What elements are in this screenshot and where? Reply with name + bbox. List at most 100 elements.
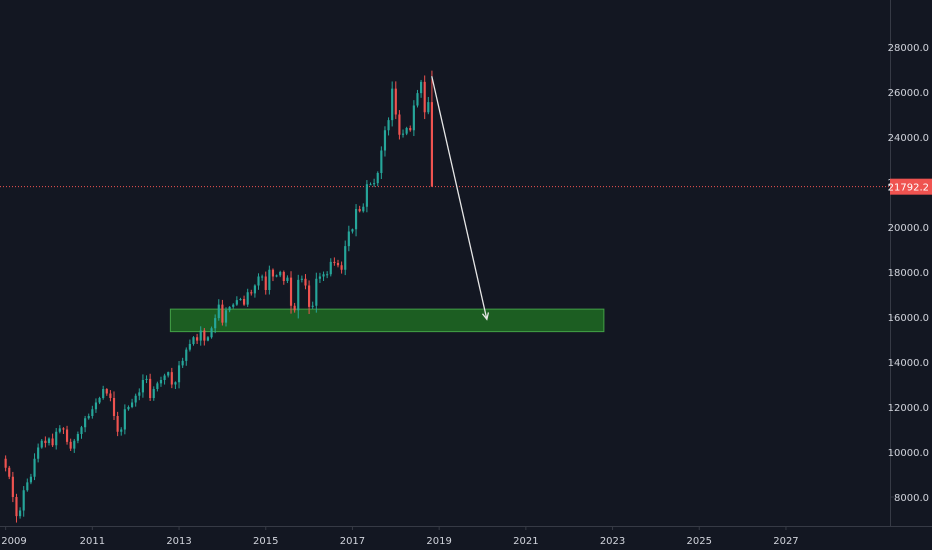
candle-body [271, 269, 275, 277]
candle [394, 81, 397, 120]
candle [326, 271, 329, 279]
candle [33, 453, 36, 481]
candle-body [383, 130, 387, 151]
candle [51, 433, 54, 448]
candles-layer [4, 70, 434, 523]
candle-body [19, 510, 22, 517]
candle-body [170, 372, 173, 385]
candle-body [326, 274, 329, 276]
candle [391, 81, 394, 127]
candle-body [185, 349, 188, 361]
candle-body [351, 229, 354, 232]
candle [336, 259, 340, 268]
y-tick-label: 16000.0 [888, 313, 929, 324]
candle [398, 110, 401, 140]
candle-body [210, 328, 213, 338]
candle [105, 388, 108, 396]
current-price-tag: 21792.2 [888, 178, 932, 195]
candle [47, 437, 51, 446]
candle-body [420, 81, 423, 94]
candle-body [80, 427, 83, 434]
candle [102, 385, 105, 400]
candle [188, 339, 191, 352]
candle-body [55, 431, 58, 446]
candle [145, 375, 148, 384]
candle [192, 336, 195, 346]
candle-body [362, 206, 365, 212]
candle [127, 405, 130, 411]
candle-body [232, 304, 235, 307]
candle [333, 257, 336, 266]
candle-body [416, 93, 419, 106]
y-tick-label: 10000.0 [888, 448, 929, 459]
candle-body [333, 261, 336, 263]
candle-body [412, 105, 415, 131]
candle [235, 296, 238, 306]
candle [340, 261, 343, 274]
candle-body [159, 380, 163, 384]
candle-body [387, 120, 390, 131]
candle [62, 427, 65, 434]
candle [412, 100, 415, 137]
candle [293, 302, 296, 313]
candle-body [221, 304, 224, 323]
candle [232, 303, 235, 309]
candle-body [152, 389, 155, 398]
candle [26, 478, 29, 492]
candle [69, 438, 72, 451]
candle [304, 274, 307, 290]
candle-body [315, 278, 318, 306]
candle [416, 89, 419, 108]
candle [4, 455, 7, 472]
candle-body [261, 276, 264, 278]
candle [376, 171, 379, 187]
candle [300, 275, 303, 283]
current-price-label: 21792.2 [888, 183, 929, 194]
candle [8, 465, 11, 480]
current-price-tag-bg [890, 178, 932, 195]
candle [246, 288, 249, 307]
candle-body [69, 441, 72, 449]
candle-body [94, 402, 98, 410]
candle-body [33, 458, 36, 477]
x-tick-label: 2025 [687, 536, 712, 547]
candle-body [58, 428, 61, 432]
candle [152, 386, 155, 401]
candle [275, 274, 278, 278]
candle-body [279, 272, 282, 276]
candle-body [65, 429, 69, 442]
candle-body [373, 183, 376, 185]
candle-body [163, 375, 166, 380]
candle [98, 396, 101, 405]
candle [206, 336, 210, 342]
candle [22, 486, 25, 517]
candle-body [376, 173, 379, 184]
candle-body [304, 278, 307, 286]
candle-body [29, 476, 33, 483]
candle-body [62, 428, 65, 430]
support-zone [169, 308, 605, 333]
candle-body [84, 418, 87, 428]
candle [228, 306, 231, 313]
candle-body [311, 305, 314, 307]
candle [224, 307, 228, 327]
candle [203, 328, 206, 346]
candle-body [401, 133, 405, 135]
candle-body [246, 292, 249, 305]
candle-body [293, 305, 296, 311]
candle-body [4, 458, 7, 468]
candle [365, 180, 368, 213]
candle [315, 272, 318, 313]
candle [387, 117, 390, 136]
candle [11, 471, 14, 503]
candle-body [51, 438, 54, 446]
candle-body [188, 344, 191, 350]
candle [354, 204, 358, 237]
candle-body [199, 330, 202, 341]
candle-body [177, 365, 181, 383]
candle-body [105, 389, 108, 394]
candle [268, 265, 271, 295]
candle [427, 96, 430, 115]
